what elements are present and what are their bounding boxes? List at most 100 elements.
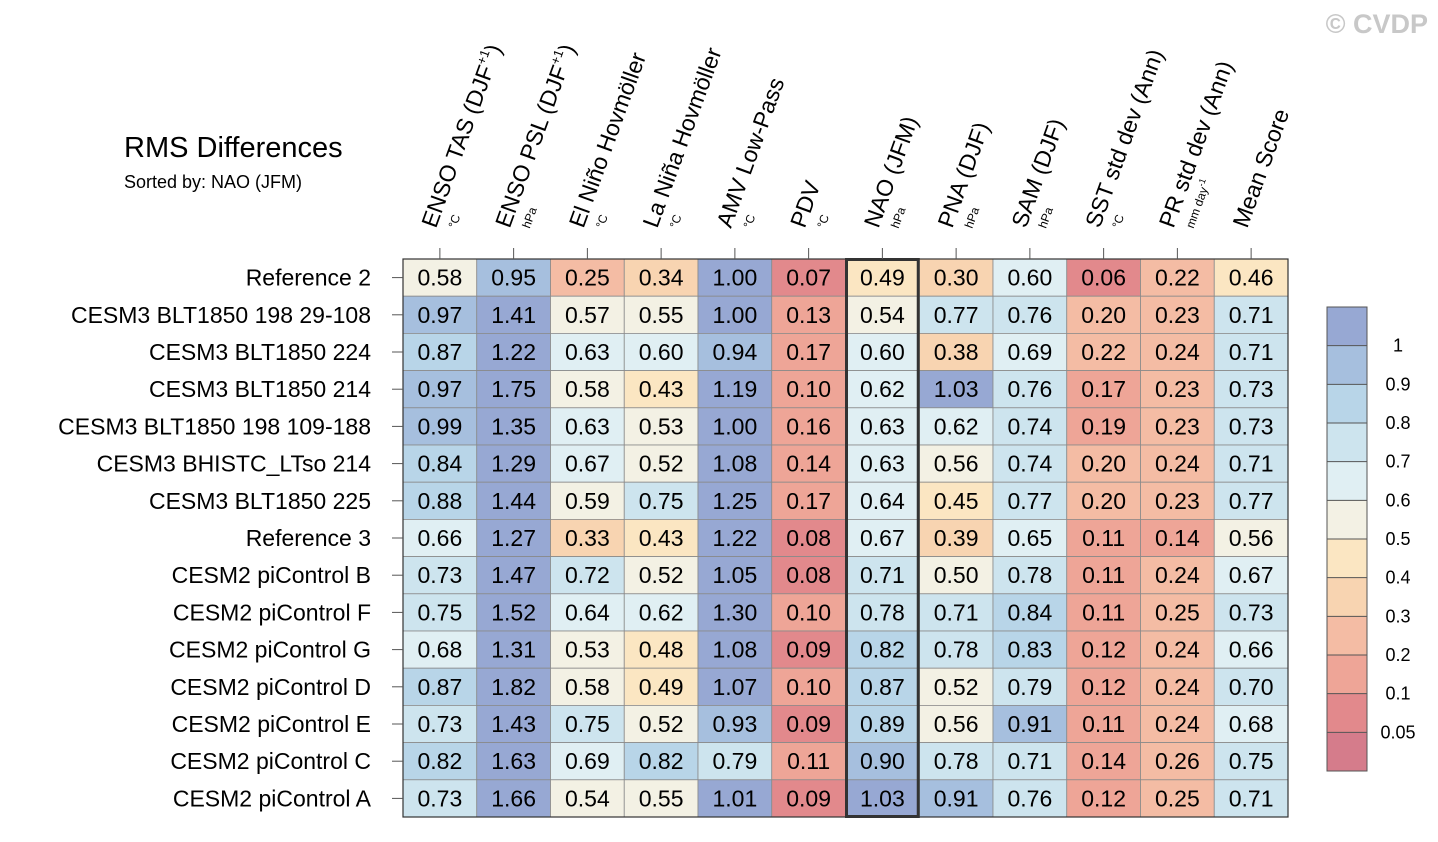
heatmap-cell — [402, 742, 478, 781]
heatmap-cell — [918, 407, 994, 446]
heatmap-cell — [550, 481, 625, 520]
cell-value: 0.38 — [934, 339, 979, 365]
cell-value: 0.11 — [787, 748, 830, 774]
cell-value: 0.63 — [565, 339, 610, 365]
heatmap-cell — [550, 519, 625, 558]
cell-value: 0.71 — [1229, 785, 1274, 811]
heatmap-cell — [476, 407, 551, 446]
cell-value: 0.66 — [1229, 637, 1274, 663]
cell-value: 0.46 — [1229, 265, 1274, 291]
column-label: La Niña Hovmöller — [637, 44, 726, 231]
chart-title: RMS Differences — [124, 132, 343, 164]
cell-value: 0.23 — [1155, 376, 1200, 402]
cell-value: 0.24 — [1155, 711, 1200, 737]
cell-value: 0.08 — [786, 562, 831, 588]
cell-value: 0.97 — [417, 376, 462, 402]
cell-value: 0.30 — [934, 265, 979, 291]
heatmap-cell — [1140, 742, 1215, 781]
colorbar-tick-label: 0.5 — [1385, 529, 1410, 549]
cell-value: 0.56 — [934, 711, 979, 737]
heatmap-cell — [623, 481, 699, 520]
cell-value: 0.10 — [786, 674, 831, 700]
heatmap-cell — [918, 295, 994, 334]
heatmap-cell — [845, 593, 920, 632]
cell-value: 0.53 — [565, 637, 610, 663]
heatmap-cell — [476, 295, 551, 334]
cell-value: 0.66 — [417, 525, 462, 551]
column-label: SAM (DJF) — [1006, 115, 1069, 231]
row-label: CESM2 piControl G — [169, 637, 371, 663]
colorbar-segment — [1327, 539, 1367, 578]
cell-value: 0.24 — [1155, 674, 1200, 700]
cell-value: 1.01 — [712, 785, 757, 811]
cell-value: 0.14 — [1155, 525, 1200, 551]
heatmap-cell — [918, 705, 994, 744]
cell-value: 1.22 — [491, 339, 536, 365]
heatmap-cell — [918, 556, 994, 595]
cell-value: 0.56 — [1229, 525, 1274, 551]
cell-value: 0.95 — [491, 265, 536, 291]
heatmap-cell — [1066, 444, 1141, 483]
heatmap-cell — [992, 779, 1068, 818]
heatmap-cell — [845, 444, 920, 483]
colorbar-tick-label: 0.2 — [1385, 645, 1410, 665]
colorbar-tick-label: 0.8 — [1385, 413, 1410, 433]
cell-value: 0.94 — [712, 339, 757, 365]
cell-value: 0.75 — [417, 599, 462, 625]
cell-value: 0.63 — [860, 413, 905, 439]
row-label: CESM3 BLT1850 198 109-188 — [58, 413, 371, 439]
heatmap-cell — [402, 630, 478, 669]
row-label: CESM2 piControl C — [170, 748, 371, 774]
heatmap-cell — [992, 481, 1068, 520]
cell-value: 0.24 — [1155, 339, 1200, 365]
heatmap-cell — [845, 705, 920, 744]
cell-value: 0.54 — [565, 785, 610, 811]
heatmap-cell — [1140, 519, 1215, 558]
column-label: El Niño Hovmöller — [564, 49, 651, 231]
heatmap-cell — [845, 779, 920, 818]
cell-value: 0.67 — [860, 525, 905, 551]
heatmap-cell — [697, 295, 773, 334]
colorbar-tick-label: 0.6 — [1385, 490, 1410, 510]
heatmap-cell — [697, 407, 773, 446]
cell-value: 0.25 — [1155, 599, 1200, 625]
column-unit: hPa — [888, 205, 909, 230]
cell-value: 0.82 — [417, 748, 462, 774]
cell-value: 0.75 — [565, 711, 610, 737]
cell-value: 1.03 — [934, 376, 979, 402]
heatmap-cell — [845, 667, 920, 706]
colorbar-segment — [1327, 307, 1367, 346]
cell-value: 1.41 — [491, 302, 536, 328]
heatmap-cell — [1140, 779, 1215, 818]
heatmap-cell — [845, 481, 920, 520]
column-unit: hPa — [962, 205, 983, 230]
cell-value: 1.66 — [491, 785, 536, 811]
heatmap-cell — [402, 519, 478, 558]
heatmap-cell — [771, 556, 846, 595]
cell-value: 0.22 — [1081, 339, 1126, 365]
column-unit: °C — [667, 212, 685, 230]
cell-value: 0.55 — [639, 785, 684, 811]
cell-value: 1.19 — [712, 376, 757, 402]
column-label: ENSO TAS (DJF+1) — [415, 40, 506, 230]
cell-value: 0.71 — [1229, 451, 1274, 477]
row-label: CESM3 BLT1850 214 — [149, 376, 371, 402]
cell-value: 0.91 — [1007, 711, 1052, 737]
heatmap-cell — [1213, 444, 1289, 483]
cell-value: 0.84 — [417, 451, 462, 477]
heatmap-cell — [771, 481, 846, 520]
colorbar-tick-label: 0.3 — [1385, 606, 1410, 626]
heatmap-cell — [550, 630, 625, 669]
heatmap-cell — [697, 705, 773, 744]
cell-value: 0.14 — [786, 451, 831, 477]
cell-value: 0.24 — [1155, 562, 1200, 588]
cell-value: 0.58 — [565, 674, 610, 700]
cell-value: 1.30 — [712, 599, 757, 625]
cell-value: 0.20 — [1081, 451, 1126, 477]
heatmap-cell — [697, 481, 773, 520]
heatmap-cell — [771, 705, 846, 744]
cell-value: 0.60 — [860, 339, 905, 365]
heatmap-cell — [476, 630, 551, 669]
cell-value: 0.17 — [786, 339, 831, 365]
cell-value: 0.11 — [1082, 562, 1125, 588]
